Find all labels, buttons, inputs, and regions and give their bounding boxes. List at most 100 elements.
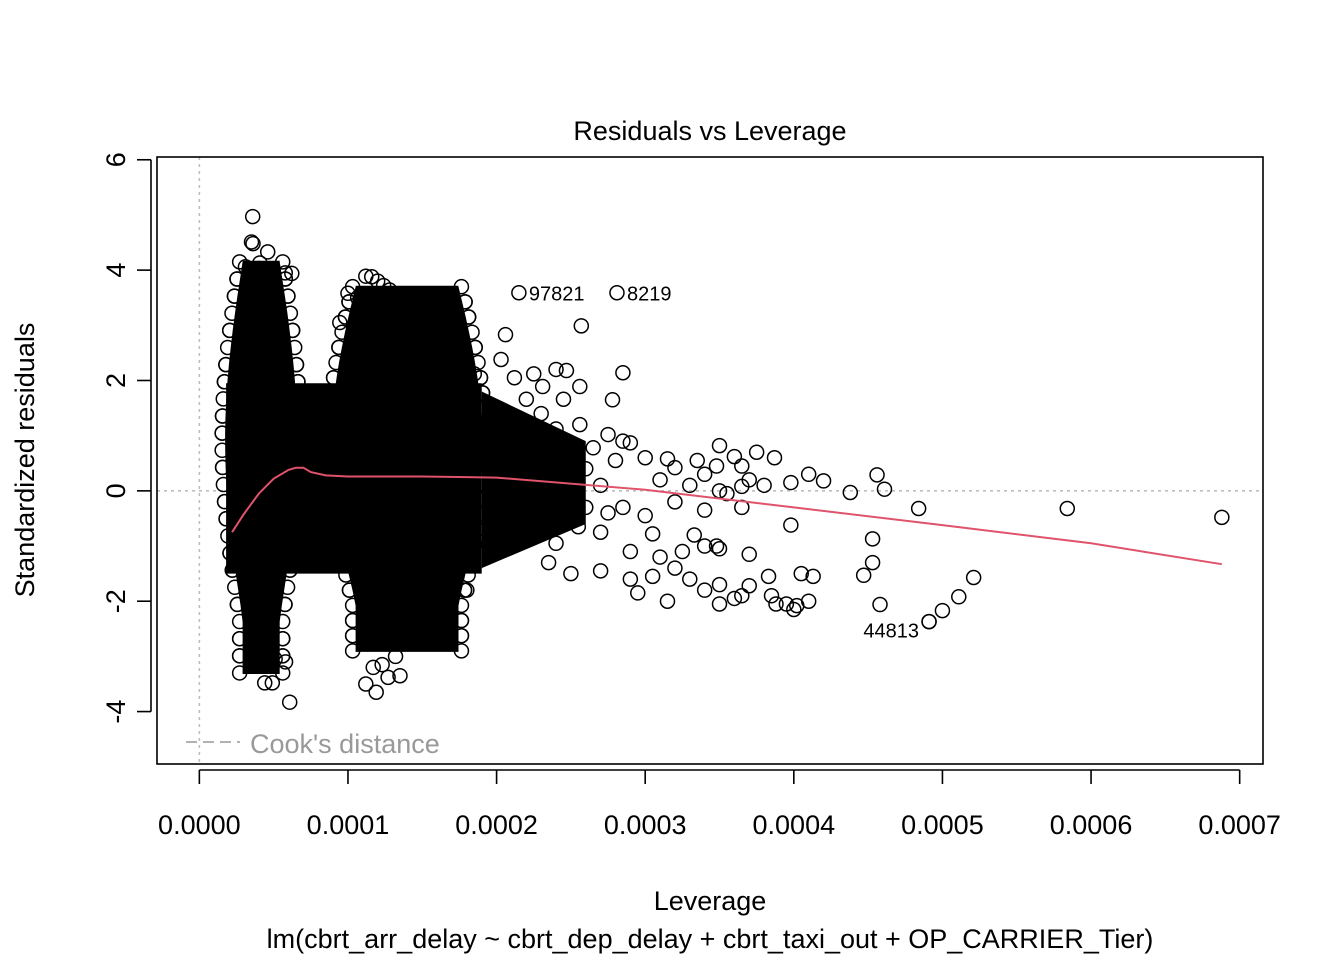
data-point — [229, 596, 246, 613]
data-point — [288, 356, 305, 373]
data-point — [387, 648, 404, 665]
data-point — [534, 378, 551, 395]
data-point — [344, 597, 361, 614]
data-point — [349, 289, 366, 306]
legend-label: Cook's distance — [250, 729, 440, 759]
data-point — [231, 613, 248, 630]
y-tick-label: 0 — [101, 483, 131, 498]
x-tick-label: 0.0000 — [158, 810, 241, 840]
data-point — [361, 294, 377, 310]
data-point — [696, 502, 713, 518]
data-point — [219, 339, 236, 356]
data-point — [644, 526, 661, 542]
data-point — [934, 602, 951, 619]
data-point — [689, 452, 705, 469]
data-point — [264, 675, 281, 691]
data-point — [393, 336, 410, 353]
data-point — [805, 568, 821, 585]
data-point — [282, 305, 299, 321]
data-point — [686, 527, 702, 543]
data-point — [274, 254, 291, 270]
data-point — [277, 654, 294, 670]
data-point — [358, 676, 374, 692]
data-point — [674, 543, 691, 560]
data-point — [711, 576, 728, 593]
data-point — [708, 538, 725, 554]
data-point — [864, 531, 881, 547]
x-tick-label: 0.0003 — [604, 810, 687, 840]
data-point — [604, 392, 621, 408]
y-tick-label: 2 — [101, 373, 131, 388]
data-point — [570, 518, 587, 535]
data-point — [493, 351, 509, 368]
data-point — [459, 582, 475, 598]
data-point — [221, 322, 238, 339]
data-point — [284, 322, 301, 339]
data-point — [644, 568, 661, 585]
data-point — [227, 579, 243, 596]
data-point — [786, 601, 802, 618]
data-point — [708, 458, 725, 474]
data-point — [381, 282, 398, 298]
data-point — [696, 466, 713, 483]
data-point — [711, 437, 728, 454]
y-axis-label: Standardized residuals — [10, 323, 40, 598]
data-point — [558, 362, 575, 379]
data-point — [800, 593, 817, 609]
data-point — [748, 444, 765, 460]
data-point — [331, 339, 347, 356]
data-point — [726, 590, 743, 607]
y-tick-label: -2 — [101, 589, 131, 613]
data-point — [216, 374, 233, 390]
data-point — [615, 433, 631, 449]
data-point — [506, 369, 523, 386]
data-point — [231, 648, 248, 664]
data-point — [518, 391, 535, 407]
data-point — [328, 354, 344, 371]
data-point — [622, 435, 639, 451]
data-point — [540, 554, 557, 571]
data-point — [365, 659, 381, 676]
data-point — [667, 459, 683, 476]
y-tick-label: 6 — [101, 152, 131, 167]
data-point — [910, 500, 927, 517]
data-point — [467, 339, 483, 356]
data-point — [615, 365, 631, 381]
data-point — [218, 356, 234, 373]
data-point — [340, 285, 356, 302]
data-point — [464, 324, 480, 340]
data-point — [231, 254, 248, 270]
data-point — [497, 326, 514, 343]
data-point — [572, 378, 588, 395]
x-tick-label: 0.0005 — [901, 810, 984, 840]
data-point — [667, 560, 683, 576]
data-point — [231, 630, 248, 647]
data-point — [872, 596, 888, 613]
data-point — [380, 669, 396, 686]
data-point — [525, 366, 542, 382]
data-point — [951, 589, 967, 605]
data-point — [696, 582, 713, 598]
data-point — [453, 643, 470, 659]
data-point — [277, 596, 293, 613]
data-point — [800, 466, 817, 483]
data-point — [637, 507, 653, 524]
data-point — [470, 354, 486, 371]
data-point — [682, 477, 698, 494]
data-point — [763, 587, 780, 604]
smoother-line — [231, 466, 1222, 566]
data-point — [622, 571, 639, 587]
data-point — [224, 305, 240, 321]
data-point — [281, 694, 298, 710]
data-point — [334, 324, 350, 340]
data-point — [652, 549, 668, 565]
data-point — [444, 355, 460, 371]
data-point — [226, 288, 243, 304]
data-point — [760, 568, 777, 585]
data-point — [453, 597, 470, 614]
data-point — [592, 563, 609, 579]
data-point — [793, 565, 810, 582]
data-point — [711, 596, 728, 612]
data-point — [719, 485, 735, 502]
